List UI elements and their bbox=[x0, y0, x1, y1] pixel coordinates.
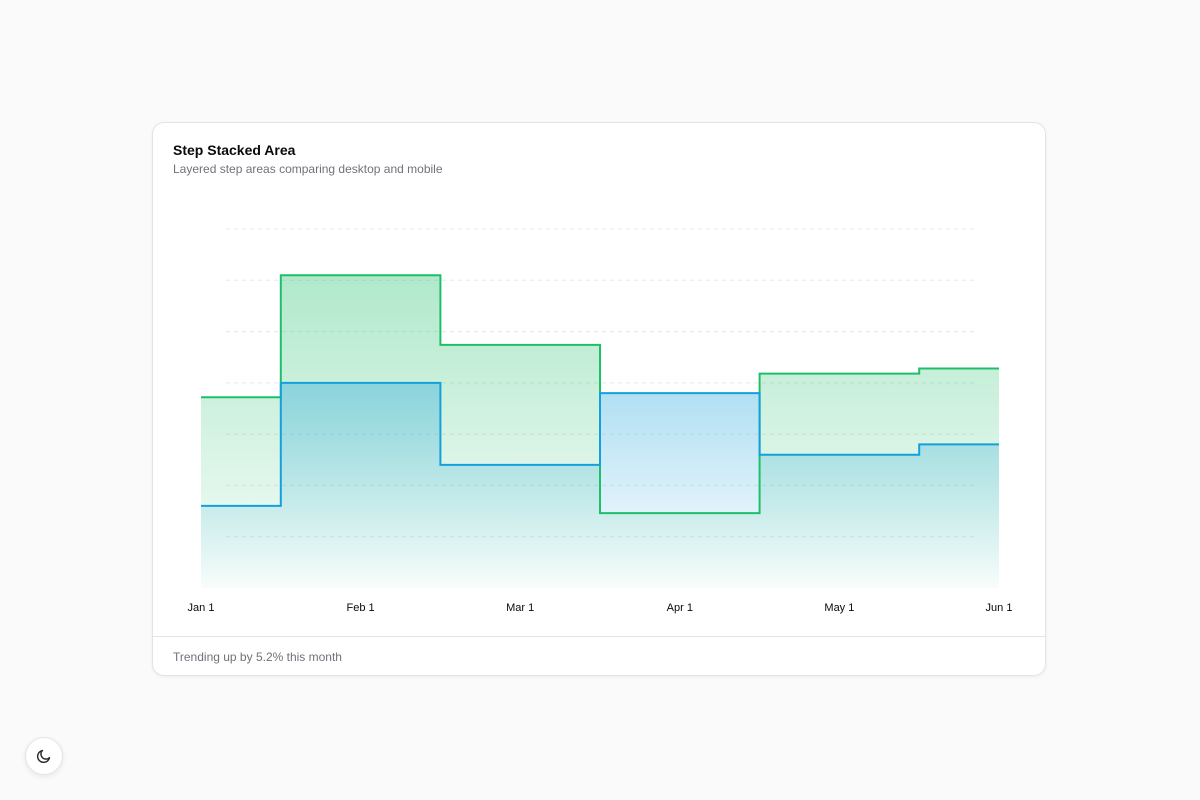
line bbox=[201, 381, 999, 507]
moon-icon bbox=[36, 749, 51, 764]
x-tick-label: Jun 1 bbox=[986, 602, 1013, 614]
x-tick-label: Mar 1 bbox=[506, 602, 534, 614]
x-tick-label: Jan 1 bbox=[188, 602, 215, 614]
card-footer: Trending up by 5.2% this month bbox=[153, 636, 1045, 664]
x-tick-label: May 1 bbox=[824, 602, 854, 614]
x-tick-label: Apr 1 bbox=[667, 602, 693, 614]
footer-text: Trending up by 5.2% this month bbox=[173, 650, 342, 664]
theme-toggle[interactable] bbox=[25, 737, 63, 775]
chart: Jan 1 Feb 1 Mar 1 Apr 1 May 1 Jun 1 bbox=[188, 228, 1013, 614]
card: Step Stacked Area Layered step areas com… bbox=[152, 122, 1046, 676]
card-title: Step Stacked Area bbox=[173, 142, 296, 158]
x-tick-label: Feb 1 bbox=[347, 602, 375, 614]
card-subtitle: Layered step areas comparing desktop and… bbox=[173, 162, 443, 176]
